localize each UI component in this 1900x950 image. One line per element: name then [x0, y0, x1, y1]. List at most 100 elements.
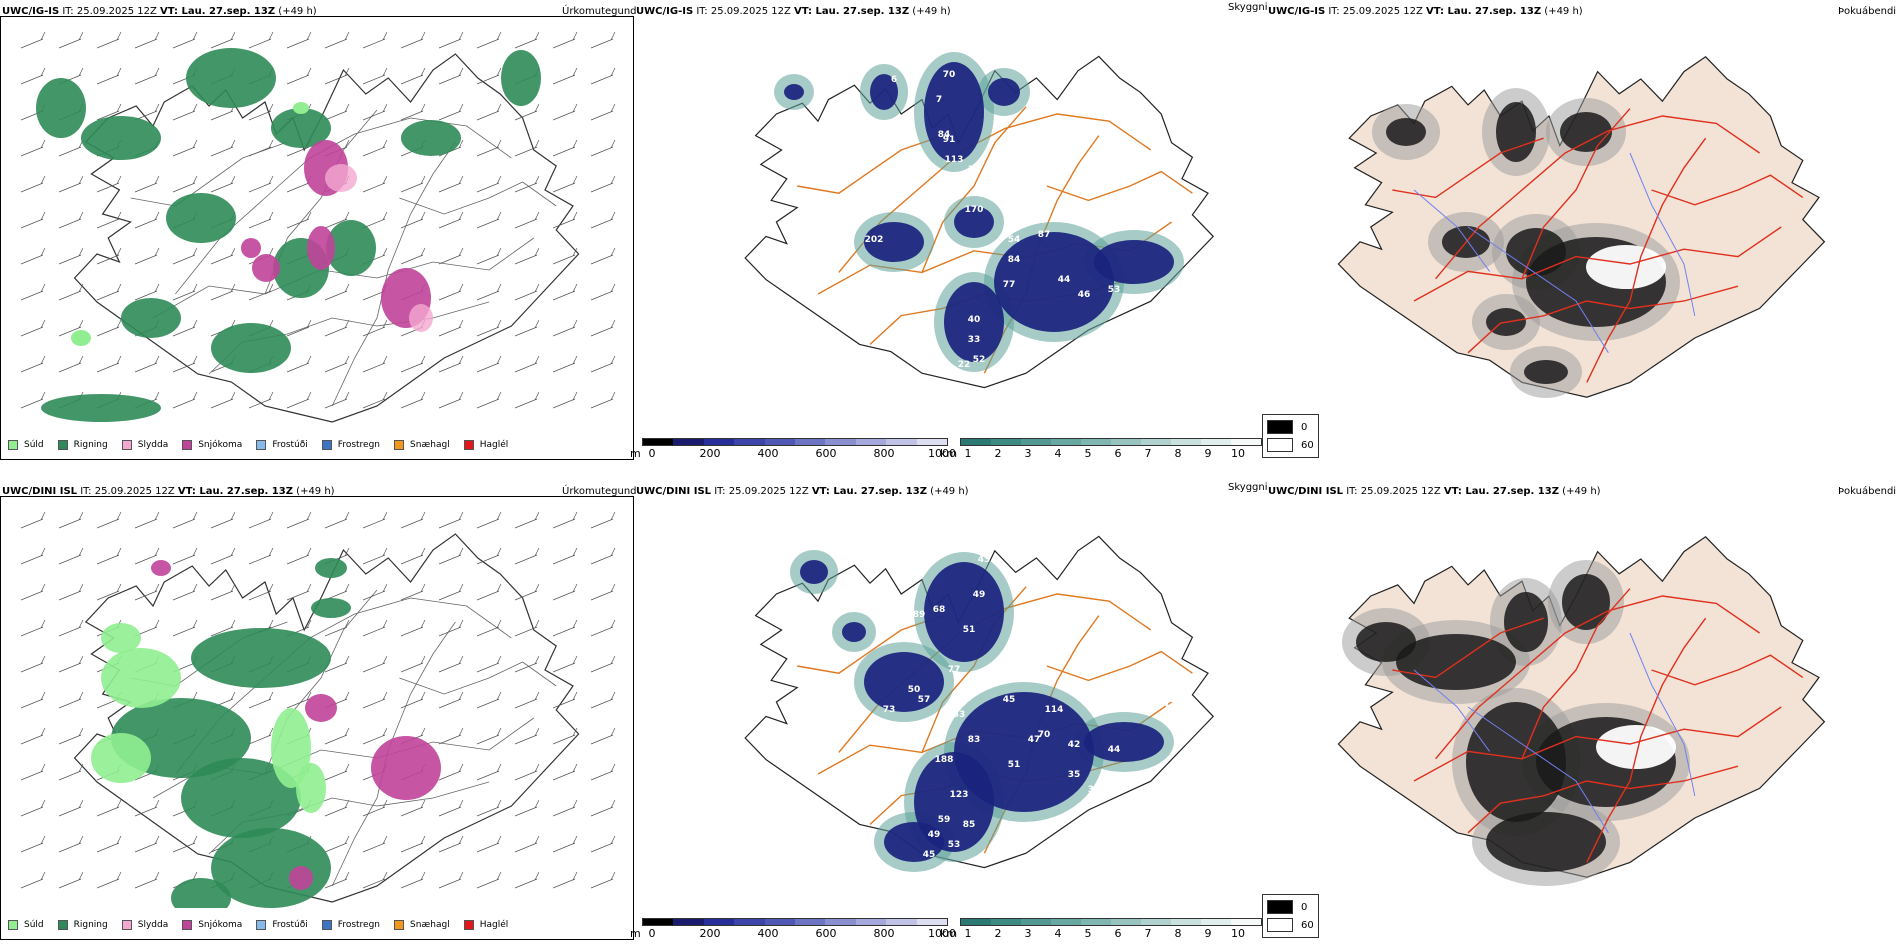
- wind-barb: [476, 799, 502, 817]
- visibility-value: 70: [1038, 730, 1051, 740]
- wind-barb: [476, 211, 502, 229]
- colorbar-cell: [703, 439, 735, 445]
- wind-barb: [476, 67, 502, 85]
- wind-barb: [438, 175, 464, 193]
- road-line: [921, 106, 1027, 273]
- visibility-value: 89: [913, 610, 926, 620]
- wind-barb: [286, 31, 312, 49]
- wind-barb: [248, 31, 274, 49]
- height-tick: 400: [757, 447, 779, 460]
- wind-barb: [590, 511, 616, 529]
- wind-barb: [58, 283, 84, 301]
- visibility-value: 202: [865, 235, 884, 245]
- wind-barb: [210, 31, 236, 49]
- wind-barb: [20, 319, 46, 337]
- snow-area: [241, 238, 261, 258]
- wind-barb: [20, 691, 46, 709]
- road-line: [1651, 174, 1804, 206]
- glacier-area: [1586, 245, 1666, 289]
- road-line: [797, 614, 944, 674]
- colorbar-cell: [795, 919, 826, 925]
- wind-barb: [476, 619, 502, 637]
- wind-barb: [590, 619, 616, 637]
- wind-barb: [552, 799, 578, 817]
- drizzle-area: [293, 102, 309, 114]
- visibility-value: 59: [938, 815, 951, 825]
- colorbar-cell: [886, 439, 917, 445]
- wind-barb: [324, 799, 350, 817]
- road-line: [1586, 137, 1707, 383]
- precip-frame: [0, 496, 634, 940]
- visibility-value: 53: [948, 840, 961, 850]
- wind-barb: [96, 247, 122, 265]
- wind-barb: [20, 763, 46, 781]
- wind-barb: [362, 799, 388, 817]
- wind-barb: [96, 31, 122, 49]
- wind-barb: [514, 547, 540, 565]
- wind-barb: [362, 103, 388, 121]
- wind-barb: [324, 727, 350, 745]
- wind-barb: [248, 139, 274, 157]
- visibility-value: 45: [923, 850, 936, 860]
- visibility-value: 170: [965, 205, 984, 215]
- valid-time: VT: Lau. 27.sep. 13Z: [160, 6, 276, 17]
- colorbar-cell: [1021, 439, 1051, 445]
- colorbar-cell: [961, 439, 991, 445]
- visibility-tick: 1: [964, 927, 972, 940]
- fog-index-label: Þokuábendi: [1838, 486, 1897, 497]
- legend-label: Slydda: [137, 920, 169, 930]
- wind-barb: [590, 31, 616, 49]
- wind-barb: [476, 175, 502, 193]
- wind-barb: [248, 583, 274, 601]
- wind-barb: [590, 175, 616, 193]
- colorbar-cell: [825, 919, 856, 925]
- wind-barb: [96, 319, 122, 337]
- visibility-value: 43: [1163, 700, 1176, 710]
- wind-barb: [590, 283, 616, 301]
- road-line: [1651, 654, 1804, 686]
- visibility-value: 84: [1008, 255, 1021, 265]
- wind-barb: [58, 175, 84, 193]
- wind-barb: [134, 511, 160, 529]
- drizzle-area: [71, 330, 91, 346]
- colorbar-cell: [643, 919, 674, 925]
- road-line: [1413, 226, 1782, 302]
- precip-legend-item: Snæhagl: [394, 920, 450, 930]
- wind-barb: [552, 283, 578, 301]
- wind-barb: [20, 391, 46, 409]
- wind-barb: [362, 835, 388, 853]
- visibility-label: Skyggni: [1228, 482, 1268, 493]
- wind-barb: [476, 31, 502, 49]
- rain-area: [171, 878, 231, 908]
- visibility-value: 45: [1003, 695, 1016, 705]
- wind-barb: [476, 655, 502, 673]
- wind-barb: [58, 835, 84, 853]
- legend-label: Súld: [24, 440, 44, 450]
- wind-barb: [286, 691, 312, 709]
- wind-barb: [134, 835, 160, 853]
- precip-legend-item: Haglél: [463, 440, 508, 450]
- precip-title: UWC/DINI ISL IT: 25.09.2025 12Z VT: Lau.…: [2, 486, 335, 497]
- wind-barb: [134, 355, 160, 373]
- wind-barb: [362, 691, 388, 709]
- visibility-colorbar-strip: [960, 918, 1262, 926]
- wind-barb: [58, 727, 84, 745]
- wind-barb: [552, 319, 578, 337]
- rain-area: [36, 78, 86, 138]
- fog-dense: [1506, 228, 1566, 276]
- wind-barb: [362, 619, 388, 637]
- visibility-value: 70: [943, 70, 956, 80]
- wind-barb: [324, 835, 350, 853]
- colorbar-cell: [1021, 919, 1051, 925]
- wind-barb: [324, 67, 350, 85]
- visibility-colorbar: km 1 2 3 4 5 6 7 8 9 10: [940, 918, 1262, 940]
- wind-barb: [172, 835, 198, 853]
- legend-label: Haglél: [479, 920, 509, 930]
- wind-barb: [362, 319, 388, 337]
- height-ticks: 0 200 400 600 800 1000: [642, 446, 957, 460]
- visibility-value: 114: [1045, 705, 1064, 715]
- visibility-value: 6: [891, 75, 897, 85]
- road-line: [1467, 285, 1739, 354]
- wind-barb: [362, 583, 388, 601]
- rain-area: [315, 558, 347, 578]
